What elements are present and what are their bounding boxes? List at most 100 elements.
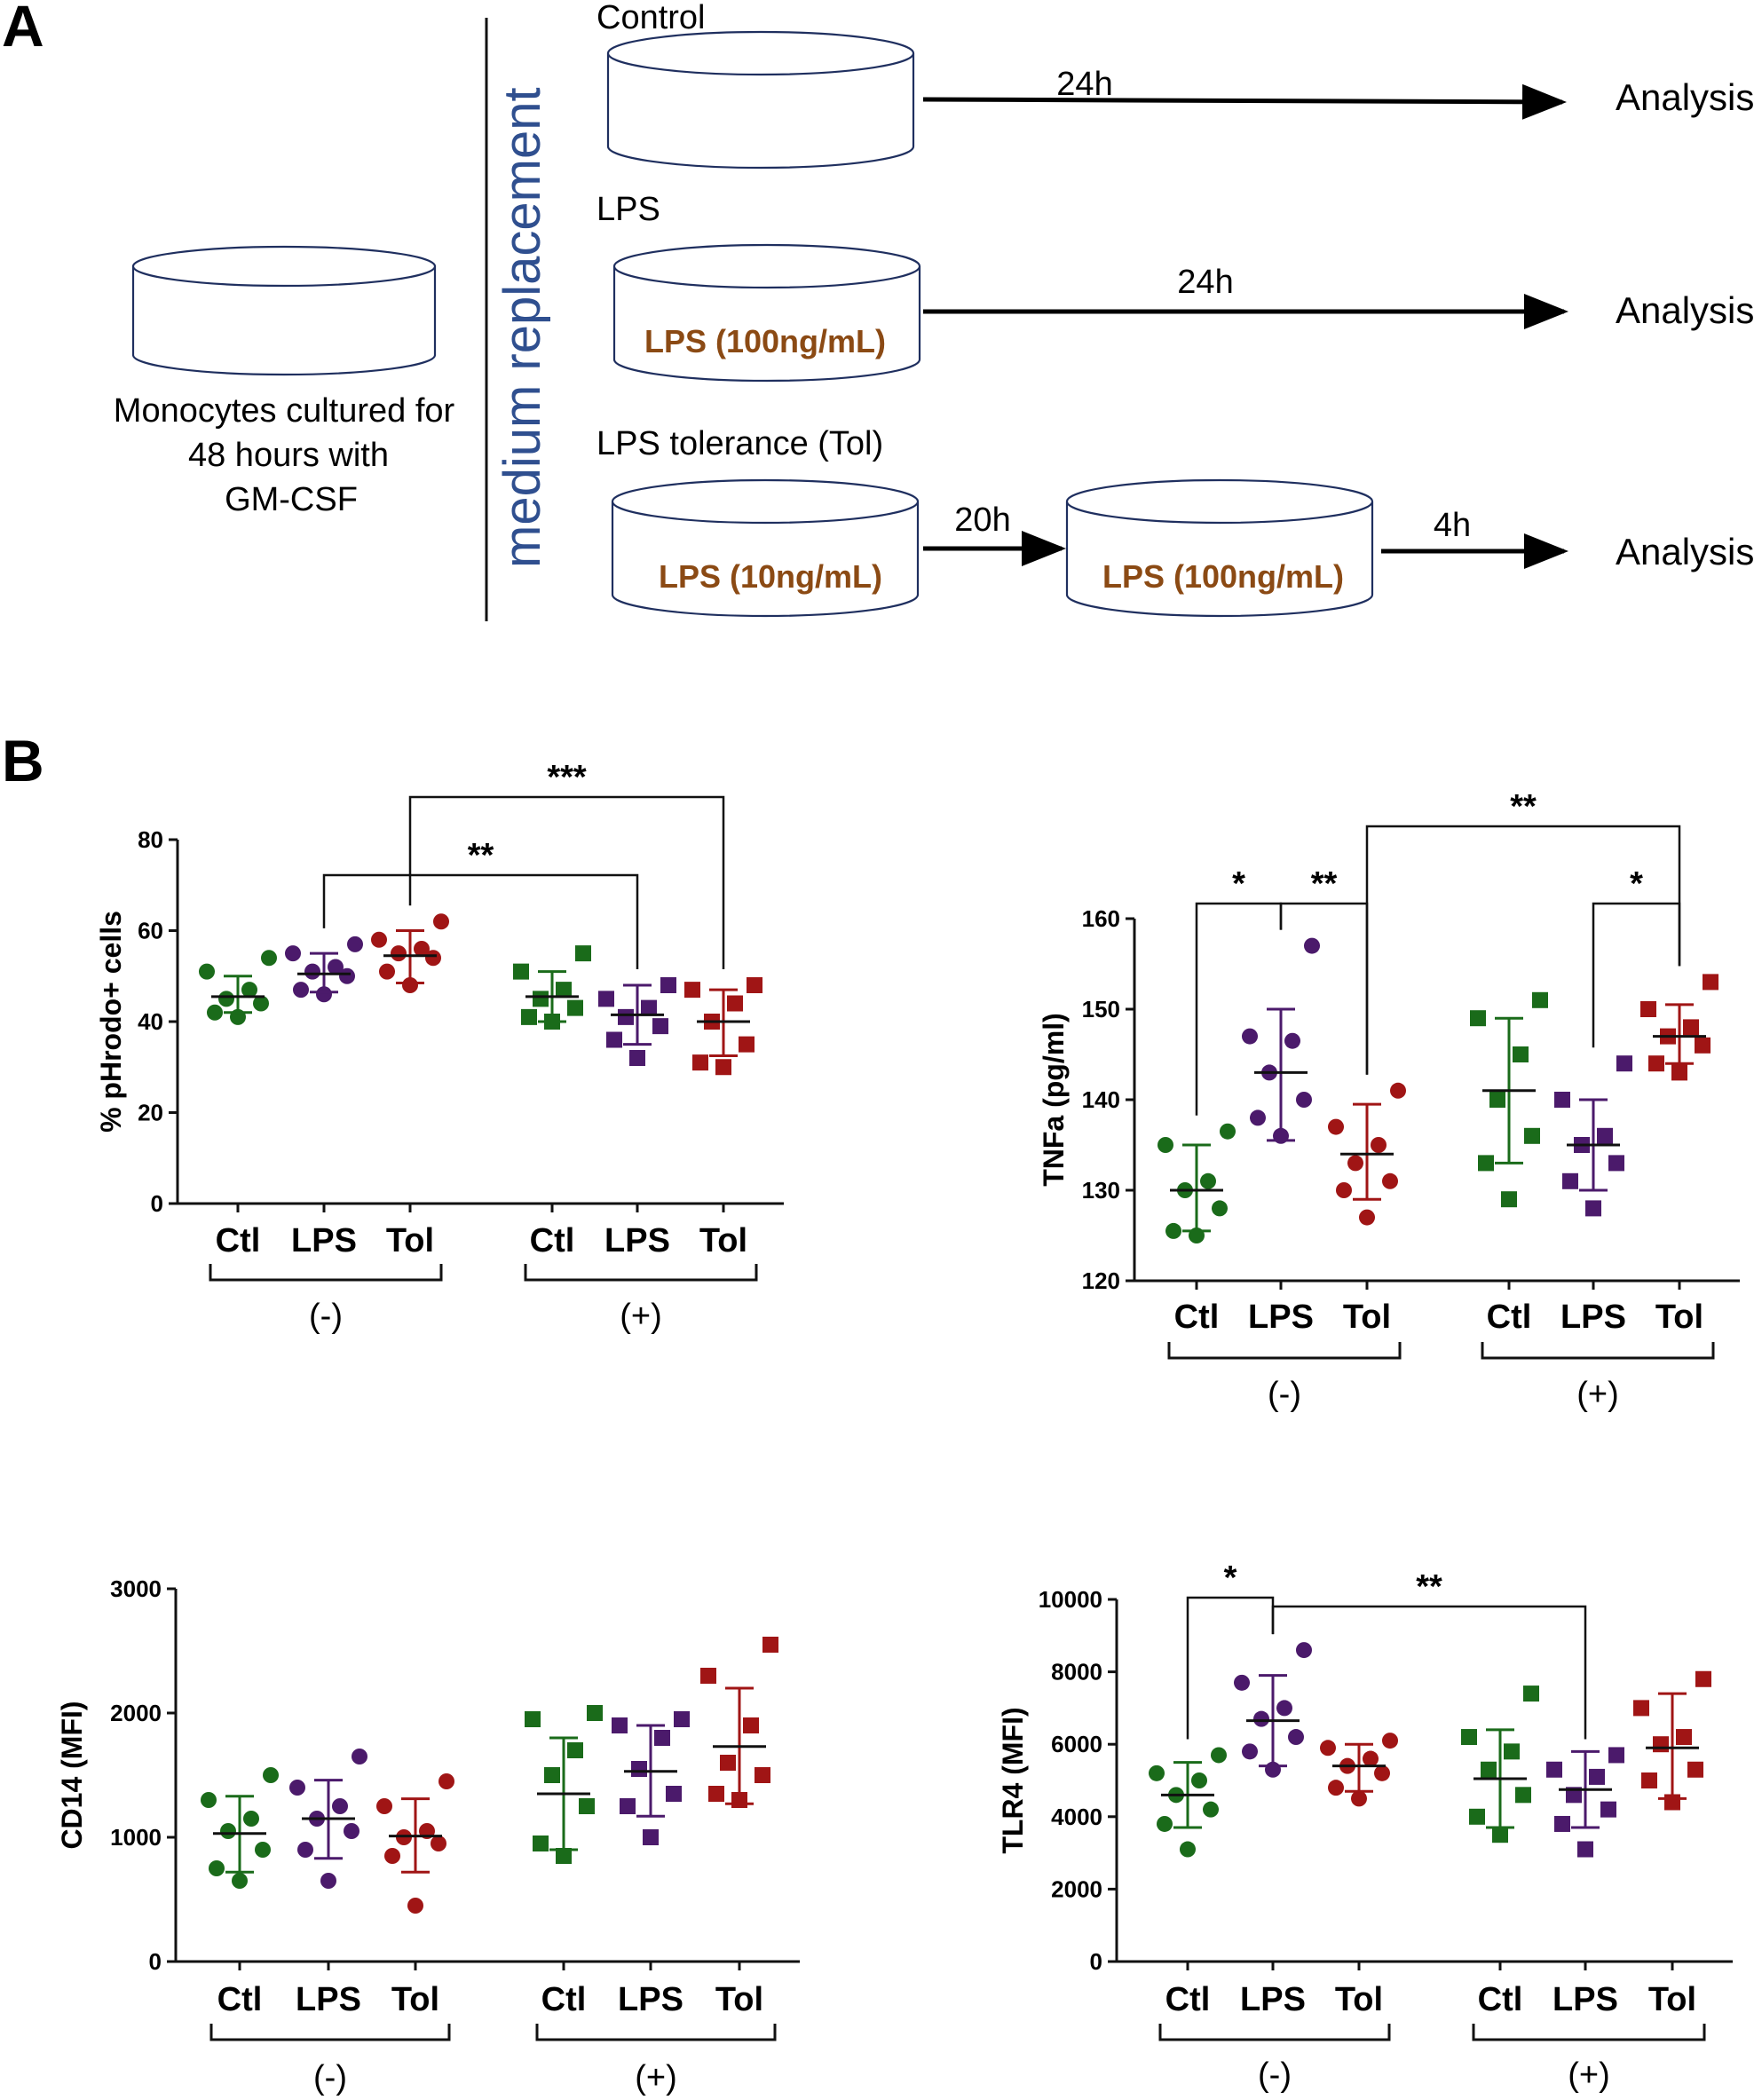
panel-a: A Monocytes cultured for 48 hours with G… [2,0,1754,621]
dose-tolerance-first: LPS (10ng/mL) [659,558,882,595]
data-point [1211,1747,1227,1764]
group-label: (-) [309,1298,343,1335]
data-point [1608,1155,1624,1172]
data-point [438,1773,454,1789]
data-point [1180,1841,1196,1858]
data-point [232,1873,248,1889]
data-point [241,982,257,999]
y-tick-label: 20 [138,1100,163,1126]
data-point [1328,1780,1344,1796]
group-label: (+) [635,2059,677,2096]
data-point [1504,1743,1520,1760]
data-point [1585,1200,1601,1217]
data-point [1320,1740,1336,1757]
category-label: Ctl [1478,1981,1523,2018]
category-label: Ctl [217,1981,263,2018]
data-point [629,1050,645,1066]
group-bracket [1167,1342,1402,1360]
group-label: (-) [1258,2057,1292,2094]
significance-label: * [1224,1559,1237,1597]
data-point [575,945,591,962]
data-point [1532,991,1548,1008]
category-label: Tol [391,1981,439,2018]
data-point [339,967,355,984]
data-point [1671,1064,1687,1081]
data-point [666,1786,682,1802]
data-point [556,1848,572,1864]
analysis-lps: Analysis [1616,289,1754,331]
data-point [255,1842,271,1858]
category-label: Ctl [1174,1299,1220,1336]
group-bracket [524,1264,758,1282]
group-bracket [1158,2024,1391,2041]
source-dish [131,245,437,376]
series-ctl-plus [513,945,591,1030]
data-point [631,1761,647,1777]
data-point [347,936,363,952]
analysis-control: Analysis [1616,76,1754,118]
category-label: Tol [699,1222,747,1259]
group-bracket [1472,2024,1706,2041]
category-label: Ctl [1165,1981,1211,2018]
data-point [344,1823,359,1839]
data-point [1469,1808,1485,1825]
data-point [1374,1764,1390,1781]
category-label: LPS [1240,1981,1306,2018]
group-label: (-) [1268,1376,1301,1413]
panel-b-letter: B [2,728,44,793]
chart-cd14: 0 1000 2000 3000 CD14 (MFI) Ctl LPS Tol Ctl LPS To… [56,1575,800,2096]
data-point [533,991,549,1007]
arrow-control [922,83,1567,120]
significance-label: * [1232,865,1245,903]
group-label: (+) [1576,1376,1619,1413]
data-point [1220,1123,1236,1140]
data-point [618,1008,634,1025]
data-point [352,1749,367,1764]
data-point [521,1008,537,1025]
series-lps-plus [1554,1055,1632,1217]
y-tick-label: 0 [1090,1948,1102,1975]
data-point [762,1637,778,1653]
data-point [1382,1172,1398,1189]
data-point [414,941,430,957]
data-point [1276,1700,1292,1717]
data-point [1470,1010,1486,1027]
dish-tolerance-first [611,478,920,618]
data-point [684,982,700,999]
data-point [316,986,332,1003]
data-point [1478,1155,1494,1172]
series-ctl-minus [1149,1747,1227,1858]
significance-label: *** [547,759,587,796]
data-point [1203,1801,1219,1818]
condition-lps: LPS [597,191,660,228]
data-point [1524,1127,1540,1144]
data-point [1242,1028,1258,1045]
dish-lps [612,243,921,383]
series-lps-plus [1546,1747,1624,1858]
data-point [1157,1815,1173,1832]
series-tol-minus [371,913,449,993]
data-point [1149,1764,1165,1781]
y-tick-label: 80 [138,826,163,853]
data-point [431,1836,446,1851]
y-axis-label: TLR4 (MFI) [997,1707,1029,1853]
series-ctl-minus [1157,1123,1236,1243]
data-point [285,945,301,962]
data-point [220,1823,236,1839]
time-tolerance-first: 20h [954,501,1010,539]
chart-tnfa: 120 130 140 150 160 TNFa (pg/ml) Ctl LPS Tol Ctl L… [1038,788,1740,1413]
group-label: (+) [620,1298,662,1335]
data-point [715,1059,731,1076]
data-point [1648,1055,1664,1072]
source-caption-line-1: Monocytes cultured for [114,392,455,430]
series-tol-plus [1640,974,1718,1081]
category-label: LPS [296,1981,361,2018]
y-tick-label: 2000 [110,1700,162,1726]
category-label: Tol [1648,1981,1696,2018]
data-point [1234,1674,1250,1691]
data-point [1284,1032,1300,1049]
category-label: Tol [386,1222,434,1259]
data-point [1296,1642,1312,1659]
data-point [1212,1200,1228,1217]
y-axis-label: CD14 (MFI) [56,1701,88,1849]
